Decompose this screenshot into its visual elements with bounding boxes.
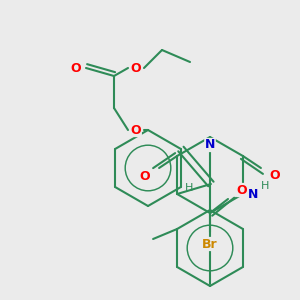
Text: N: N: [205, 139, 215, 152]
Text: Br: Br: [202, 238, 218, 250]
Text: O: O: [270, 169, 280, 182]
Text: O: O: [237, 184, 247, 196]
Text: H: H: [185, 183, 193, 193]
Text: O: O: [71, 61, 81, 74]
Text: O: O: [131, 124, 141, 136]
Text: N: N: [248, 188, 258, 200]
Text: H: H: [261, 181, 269, 191]
Text: O: O: [131, 61, 141, 74]
Text: O: O: [140, 169, 150, 182]
